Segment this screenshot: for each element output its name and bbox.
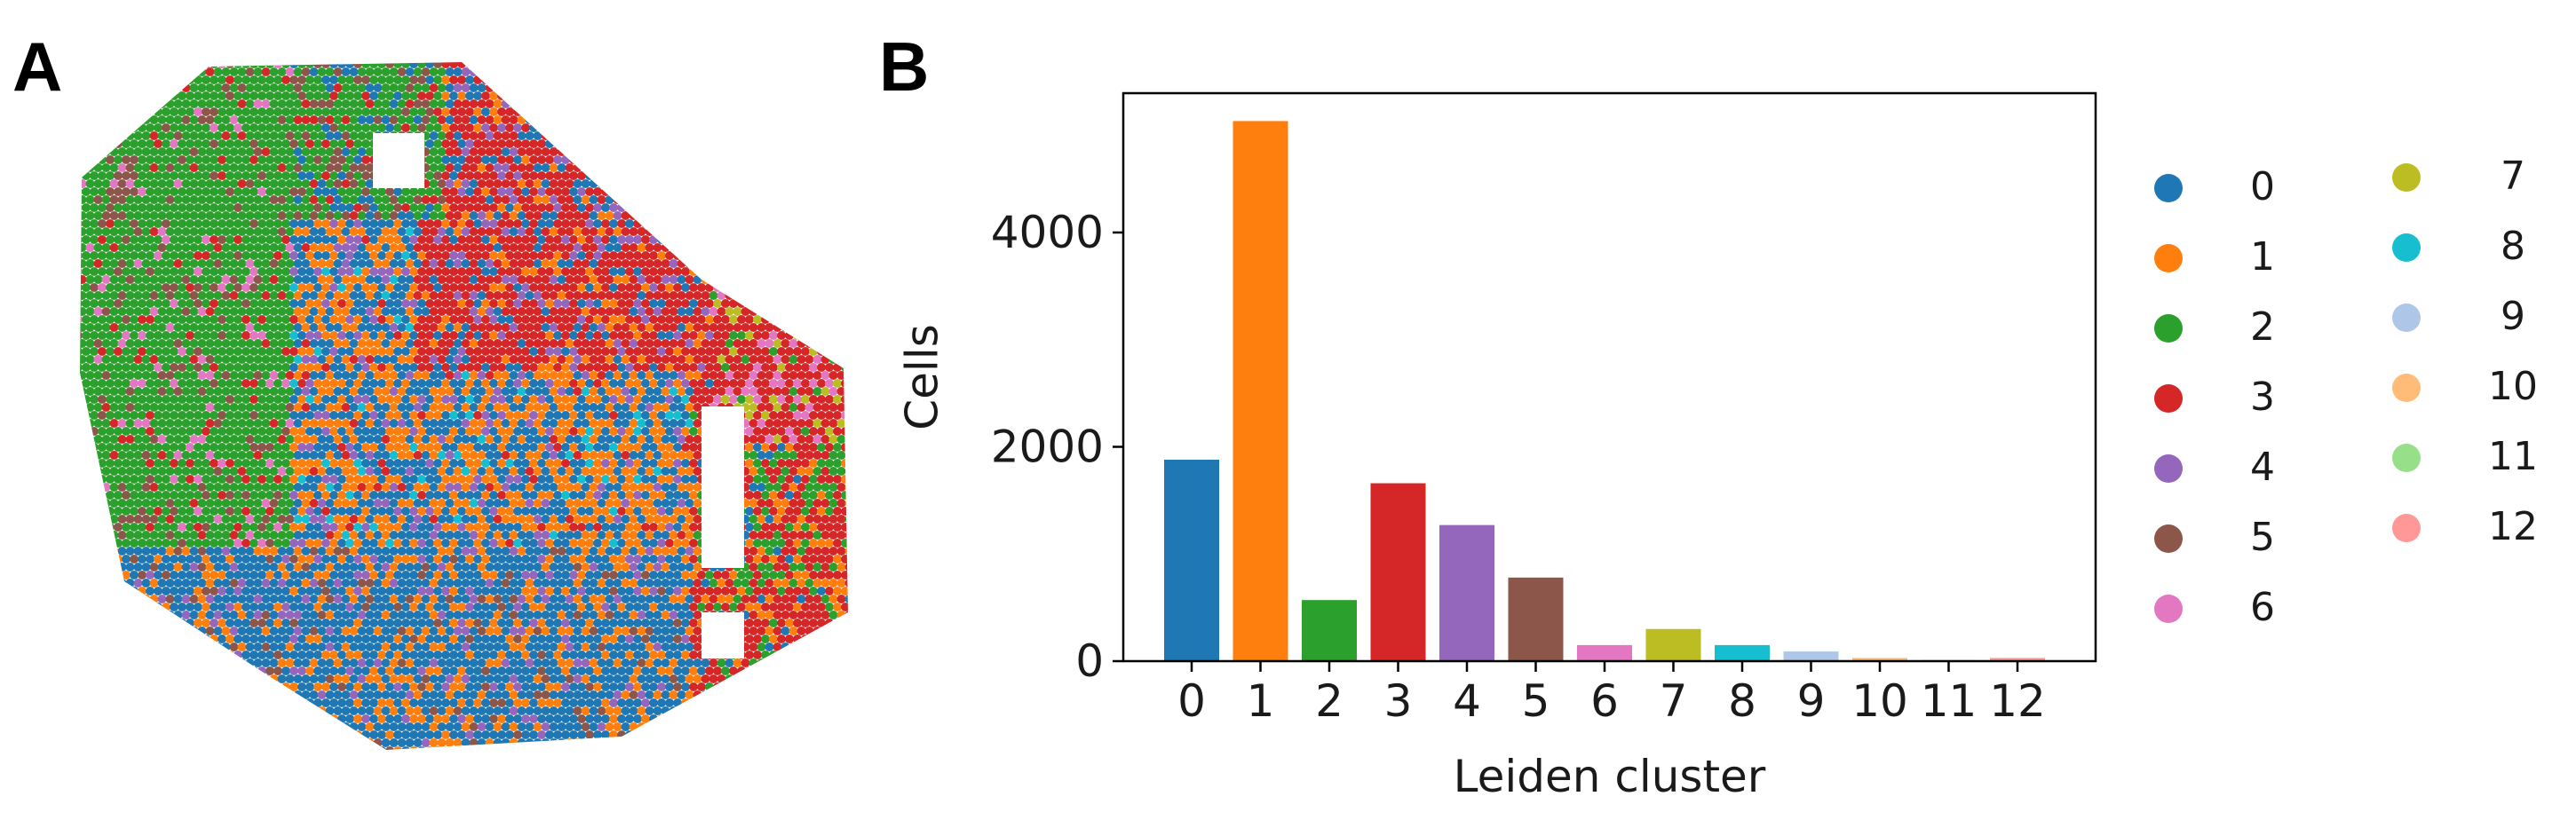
bar-cluster-6 — [1577, 644, 1632, 661]
legend-label: 10 — [2488, 364, 2538, 409]
bar-cluster-4 — [1439, 524, 1494, 661]
y-axis-label: Cells — [897, 324, 948, 430]
panel-label-a: A — [12, 28, 63, 106]
x-tick-labels: 0 1 2 3 4 5 6 7 8 9 10 11 12 — [1177, 661, 2046, 727]
legend-label: 2 — [2250, 304, 2275, 350]
legend-marker — [2154, 524, 2183, 553]
legend-marker — [2392, 444, 2421, 472]
bar-cluster-7 — [1645, 628, 1701, 661]
legend-marker — [2392, 514, 2421, 542]
x-tick-label: 1 — [1247, 675, 1275, 727]
x-axis-label: Leiden cluster — [1454, 751, 1766, 802]
legend-label: 1 — [2250, 234, 2275, 280]
x-tick-label: 9 — [1797, 675, 1826, 727]
legend-label: 3 — [2250, 375, 2275, 420]
legend-label: 9 — [2501, 294, 2525, 339]
legend-label: 6 — [2250, 585, 2275, 630]
legend-marker — [2154, 454, 2183, 483]
bar-cluster-5 — [1508, 577, 1564, 661]
x-tick-label: 4 — [1453, 675, 1481, 727]
legend-label: 8 — [2501, 224, 2525, 269]
panel-label-b: B — [879, 28, 930, 106]
bar-cluster-1 — [1233, 121, 1288, 661]
legend-marker — [2154, 244, 2183, 272]
y-tick-labels: 0 2000 4000 — [991, 207, 1123, 687]
x-tick-label: 11 — [1921, 675, 1978, 727]
y-tick-label: 2000 — [991, 421, 1104, 472]
bar-cluster-8 — [1715, 644, 1770, 661]
legend-marker — [2154, 595, 2183, 623]
legend-marker — [2392, 304, 2421, 332]
legend-label: 7 — [2501, 154, 2525, 199]
legend-marker — [2154, 174, 2183, 202]
bar-cluster-12 — [1990, 658, 2045, 661]
legend-label: 5 — [2250, 515, 2275, 560]
legend-marker — [2392, 374, 2421, 402]
x-tick-label: 0 — [1177, 675, 1206, 727]
legend-marker — [2392, 233, 2421, 262]
bar-cluster-0 — [1164, 459, 1219, 661]
bar-cluster-2 — [1302, 600, 1357, 661]
x-tick-label: 10 — [1851, 675, 1908, 727]
bars — [1164, 121, 2045, 661]
x-tick-label: 12 — [1989, 675, 2046, 727]
legend-label: 12 — [2488, 504, 2538, 549]
legend-label: 0 — [2250, 164, 2275, 209]
y-tick-label: 0 — [1075, 635, 1104, 687]
tissue-holes — [373, 133, 744, 658]
x-tick-label: 5 — [1522, 675, 1550, 727]
legend-label: 4 — [2250, 445, 2275, 490]
legend-marker — [2154, 314, 2183, 343]
legend-marker — [2392, 163, 2421, 192]
y-tick-label: 4000 — [991, 207, 1104, 258]
x-tick-label: 7 — [1660, 675, 1688, 727]
legend-label: 11 — [2488, 434, 2538, 479]
x-tick-label: 6 — [1590, 675, 1619, 727]
x-tick-label: 3 — [1384, 675, 1413, 727]
x-tick-label: 8 — [1728, 675, 1756, 727]
axes-frame — [1122, 91, 2097, 663]
bar-cluster-9 — [1783, 651, 1839, 661]
bar-cluster-3 — [1370, 483, 1426, 661]
bar-cluster-10 — [1852, 658, 1907, 661]
legend-marker — [2154, 384, 2183, 413]
x-tick-label: 2 — [1315, 675, 1343, 727]
